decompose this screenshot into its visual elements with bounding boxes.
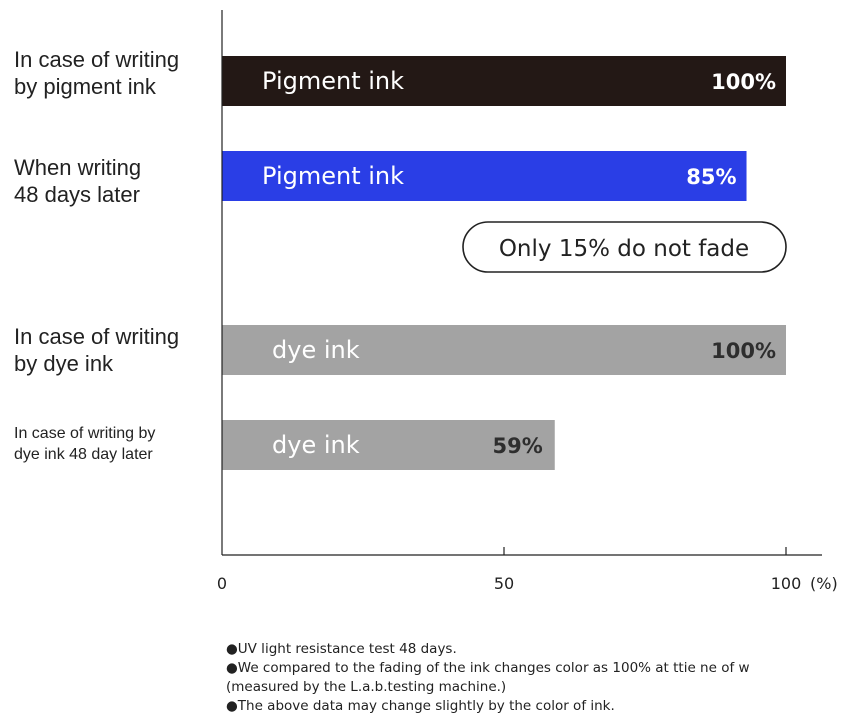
x-axis-unit: (%) — [810, 574, 838, 593]
bar-3 — [222, 325, 786, 375]
bar-name-label-3: dye ink — [272, 336, 360, 364]
category-label-2-line-2: 48 days later — [14, 182, 140, 207]
category-label-1: In case of writing by pigment ink — [14, 46, 179, 100]
callout: Only 15% do not fade — [462, 221, 787, 273]
callout-text: Only 15% do not fade — [499, 236, 749, 262]
bar-name-label-4: dye ink — [272, 431, 360, 459]
callout-bubble — [462, 221, 787, 273]
category-label-3: In case of writing by dye ink — [14, 323, 179, 377]
x-tick-label-0: 0 — [217, 574, 227, 593]
note-uv-test: ●UV light resistance test 48 days. — [226, 641, 457, 657]
axes: 0 50 100 (%) — [217, 10, 838, 593]
note-disclaimer: ●The above data may change slightly by t… — [226, 698, 615, 714]
x-tick-label-100: 100 — [771, 574, 802, 593]
category-label-3-line-2: by dye ink — [14, 351, 114, 376]
bar-value-label-1: 100% — [711, 70, 776, 94]
category-label-4-line-2: dye ink 48 day later — [14, 446, 153, 463]
category-label-2-line-1: When writing — [14, 155, 142, 180]
bar-2 — [222, 151, 747, 201]
bar-value-label-3: 100% — [711, 339, 776, 363]
bars: Pigment ink 100% Pigment ink 85% dye ink 100%… — [222, 56, 786, 470]
notes: ●UV light resistance test 48 days. ●We c… — [226, 640, 848, 716]
category-label-4-line-1: In case of writing by — [14, 425, 156, 442]
category-label-3-line-1: In case of writing — [14, 324, 180, 349]
category-label-1-line-1: In case of writing — [14, 47, 180, 72]
bar-1 — [222, 56, 786, 106]
bar-4 — [222, 420, 555, 470]
x-tick-label-50: 50 — [494, 574, 514, 593]
note-comparison: ●We compared to the fading of the ink ch… — [226, 660, 750, 676]
bar-name-label-1: Pigment ink — [262, 67, 404, 95]
bar-name-label-2: Pigment ink — [262, 162, 404, 190]
bar-value-label-2: 85% — [686, 165, 736, 189]
category-label-2: When writing 48 days later — [14, 154, 141, 208]
category-label-4: In case of writing by dye ink 48 day late… — [14, 423, 155, 465]
category-label-1-line-2: by pigment ink — [14, 74, 156, 99]
note-measurement: (measured by the L.a.b.testing machine.) — [226, 679, 507, 695]
bar-value-label-4: 59% — [492, 434, 542, 458]
